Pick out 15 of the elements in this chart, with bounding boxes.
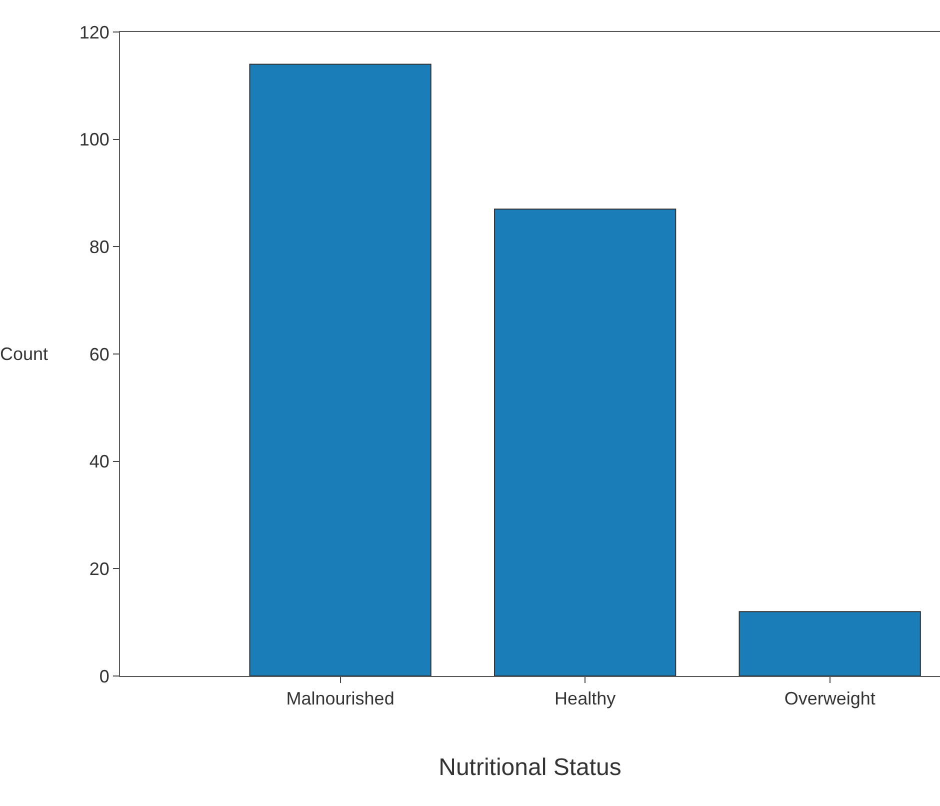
y-tick-label: 60 [89,344,110,364]
y-tick-label: 40 [89,452,110,472]
y-axis-title: Count [0,344,48,364]
bar [738,611,921,676]
x-tick-label: Healthy [554,688,616,709]
bar [494,208,676,676]
y-tick-label: 100 [79,130,110,150]
x-tick-label: Malnourished [286,688,394,709]
bar [249,64,432,676]
y-tick-label: 0 [99,666,110,686]
x-axis-title: Nutritional Status [438,754,622,781]
y-tick-label: 20 [89,558,110,579]
y-tick-label: 80 [89,236,110,257]
x-tick-label: Overweight [784,688,876,709]
y-tick-label: 120 [79,22,110,42]
